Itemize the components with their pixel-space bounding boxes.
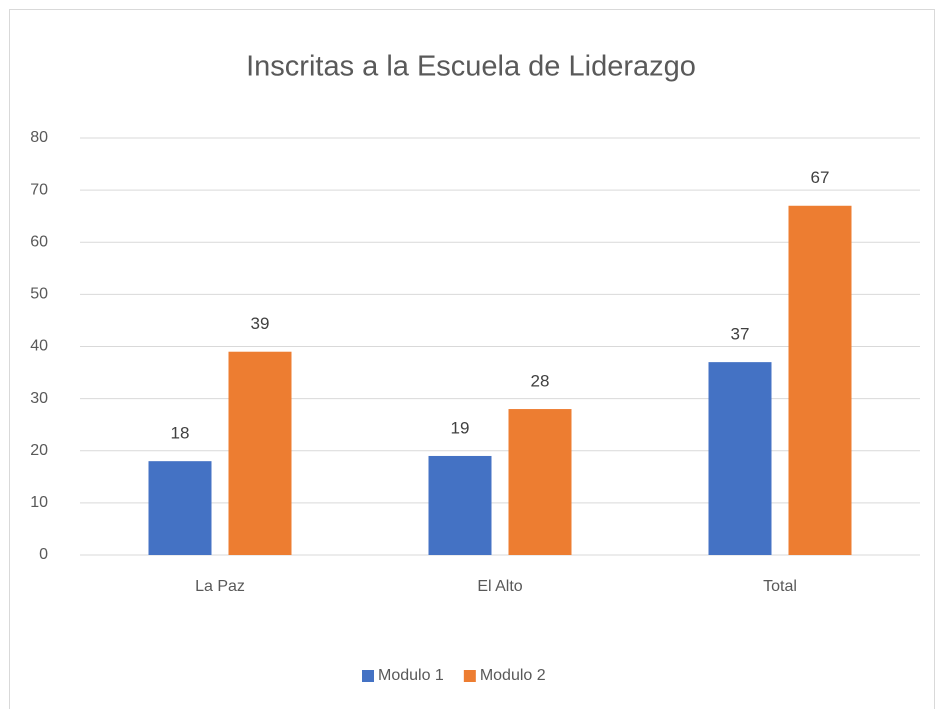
legend-label: Modulo 1: [378, 667, 444, 684]
y-tick-label: 60: [30, 233, 48, 250]
y-tick-label: 10: [30, 494, 48, 511]
bar: [508, 409, 572, 555]
legend-label: Modulo 2: [480, 667, 546, 684]
bar: [428, 455, 492, 555]
y-tick-label: 80: [30, 129, 48, 146]
x-tick-label: La Paz: [195, 578, 245, 595]
bar: [228, 351, 292, 555]
x-tick-label: Total: [763, 578, 797, 595]
value-label: 37: [731, 325, 750, 344]
legend-swatch: [362, 670, 374, 682]
value-label: 18: [171, 424, 190, 443]
y-tick-label: 30: [30, 390, 48, 407]
chart-title: Inscritas a la Escuela de Liderazgo: [246, 51, 696, 83]
y-tick-label: 40: [30, 338, 48, 355]
chart-frame: [9, 9, 935, 709]
y-tick-label: 0: [39, 546, 48, 563]
value-label: 67: [811, 168, 830, 187]
y-tick-label: 70: [30, 181, 48, 198]
legend-swatch: [463, 670, 476, 682]
bar: [788, 205, 852, 555]
y-tick-label: 50: [30, 286, 48, 303]
value-label: 28: [531, 372, 550, 391]
bar: [148, 461, 212, 555]
x-tick-label: El Alto: [477, 578, 522, 595]
value-label: 39: [251, 314, 270, 333]
value-label: 19: [451, 418, 470, 437]
y-tick-label: 20: [30, 442, 48, 459]
bar: [708, 362, 772, 555]
